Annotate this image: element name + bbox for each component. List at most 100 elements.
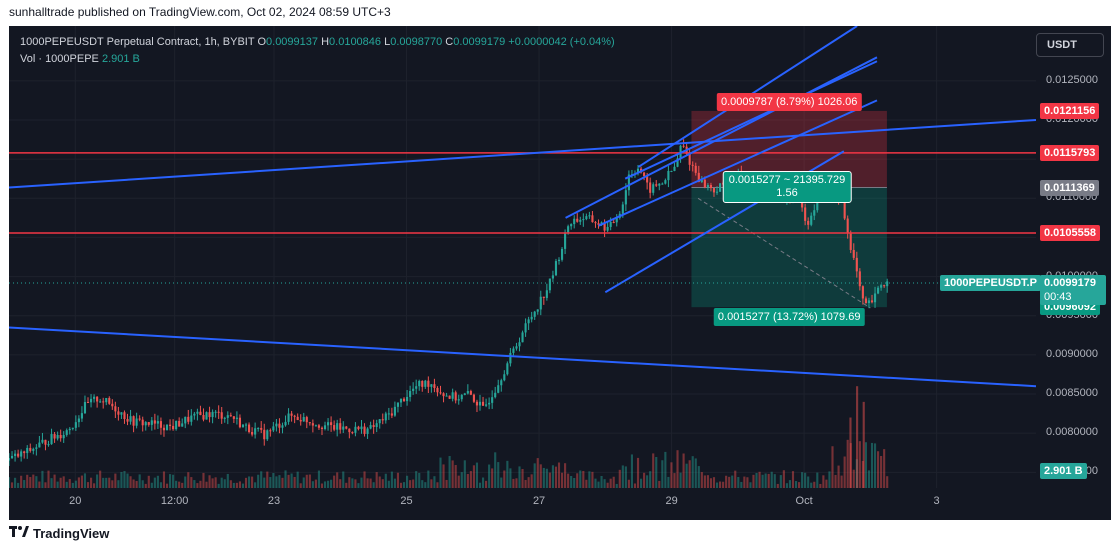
tradingview-logo[interactable]: TradingView	[9, 526, 109, 541]
volume-bar	[290, 473, 293, 488]
candle-body	[621, 204, 624, 214]
volume-bar	[825, 479, 828, 488]
x-tick-label: 29	[665, 495, 678, 507]
volume-bar	[667, 476, 670, 488]
volume-bar	[843, 456, 846, 488]
volume-bar	[14, 477, 17, 488]
volume-bar	[485, 480, 488, 488]
volume-bar	[372, 482, 375, 488]
volume-bar	[734, 470, 737, 488]
volume-bar	[715, 482, 719, 488]
volume-bar	[351, 478, 354, 488]
candle-body	[317, 425, 321, 428]
volume-bar	[813, 481, 816, 488]
volume-bar	[238, 481, 242, 488]
volume-bar	[260, 471, 263, 488]
volume-spike	[862, 401, 865, 488]
price-badge-level: 0.0115793	[1040, 144, 1100, 161]
volume-bar	[272, 472, 275, 488]
volume-bar	[53, 474, 56, 488]
volume-bar	[214, 477, 217, 488]
position-center-label: 0.0015277 ~ 21395.729 1.56	[722, 171, 852, 203]
candle-body	[65, 430, 68, 435]
candle-body	[226, 415, 229, 418]
volume-bar	[627, 479, 630, 488]
candle-body	[843, 202, 846, 219]
legend-o-value: 0.0099137	[266, 36, 319, 48]
candle-body	[74, 422, 77, 428]
volume-bar	[700, 472, 703, 488]
volume-bar	[138, 474, 141, 488]
candle-body	[539, 296, 542, 310]
candle-body	[673, 166, 676, 171]
volume-bar	[852, 469, 855, 488]
volume-bar	[761, 474, 764, 488]
volume-bar	[831, 446, 834, 488]
candle-body	[150, 420, 153, 425]
volume-bar	[822, 475, 825, 488]
price-badge-stop: 0.0121156	[1040, 102, 1100, 119]
volume-bar	[330, 479, 333, 488]
candle-body	[521, 332, 524, 343]
chart-area[interactable]	[9, 26, 1111, 520]
volume-bar	[336, 472, 339, 488]
y-tick-label: 0.0080000	[1046, 426, 1098, 439]
volume-bar	[132, 479, 135, 488]
volume-bar	[682, 453, 685, 488]
volume-bar	[454, 465, 457, 488]
target-zone	[691, 187, 887, 308]
candle-body	[564, 232, 567, 249]
volume-bar	[886, 476, 889, 488]
volume-bar	[722, 481, 725, 488]
candle-body	[199, 411, 202, 415]
volume-bar	[369, 478, 372, 488]
last-price-badge: 0.0099179 00:43	[1040, 275, 1106, 305]
volume-bar	[199, 480, 202, 488]
candle-body	[175, 420, 178, 430]
volume-bar	[828, 471, 831, 488]
y-tick-label: 0.0125000	[1046, 73, 1098, 86]
volume-bar	[26, 474, 29, 488]
candle-body	[71, 427, 74, 429]
candle-body	[867, 300, 871, 304]
volume-bar	[402, 482, 406, 488]
candle-body	[296, 416, 299, 421]
candle-body	[533, 311, 536, 317]
volume-bar	[424, 482, 427, 488]
candle-body	[105, 398, 108, 403]
candle-body	[491, 397, 494, 403]
candle-body	[141, 419, 144, 426]
volume-bar	[867, 470, 871, 488]
volume-bar	[512, 478, 515, 488]
currency-button[interactable]: USDT	[1036, 33, 1104, 57]
volume-bar	[506, 460, 509, 488]
candle-body	[320, 427, 324, 430]
volume-bar	[223, 479, 226, 488]
candle-body	[636, 168, 640, 174]
volume-bar	[834, 474, 837, 488]
volume-bar	[202, 472, 205, 488]
candle-body	[448, 395, 451, 399]
volume-bar	[758, 471, 761, 488]
candle-body	[457, 399, 460, 401]
volume-bar	[746, 477, 749, 488]
volume-bar	[451, 460, 454, 488]
candle-body	[469, 391, 472, 395]
volume-bar	[801, 472, 804, 488]
volume-bar	[357, 483, 360, 488]
volume-bar	[257, 474, 260, 488]
candle-body	[314, 425, 317, 427]
candle-body	[311, 423, 314, 426]
risk-reward-ratio: 1.56	[776, 187, 798, 199]
candle-body	[108, 398, 111, 404]
volume-value: 2.901 B	[101, 53, 140, 65]
candle-body	[229, 415, 232, 417]
volume-bar	[390, 471, 393, 488]
candle-body	[858, 271, 861, 287]
volume-bar	[846, 439, 849, 488]
volume-bar	[412, 479, 415, 488]
candle-body	[718, 183, 722, 192]
candle-body	[497, 385, 500, 393]
volume-bar	[816, 472, 819, 488]
volume-bar	[633, 483, 637, 488]
